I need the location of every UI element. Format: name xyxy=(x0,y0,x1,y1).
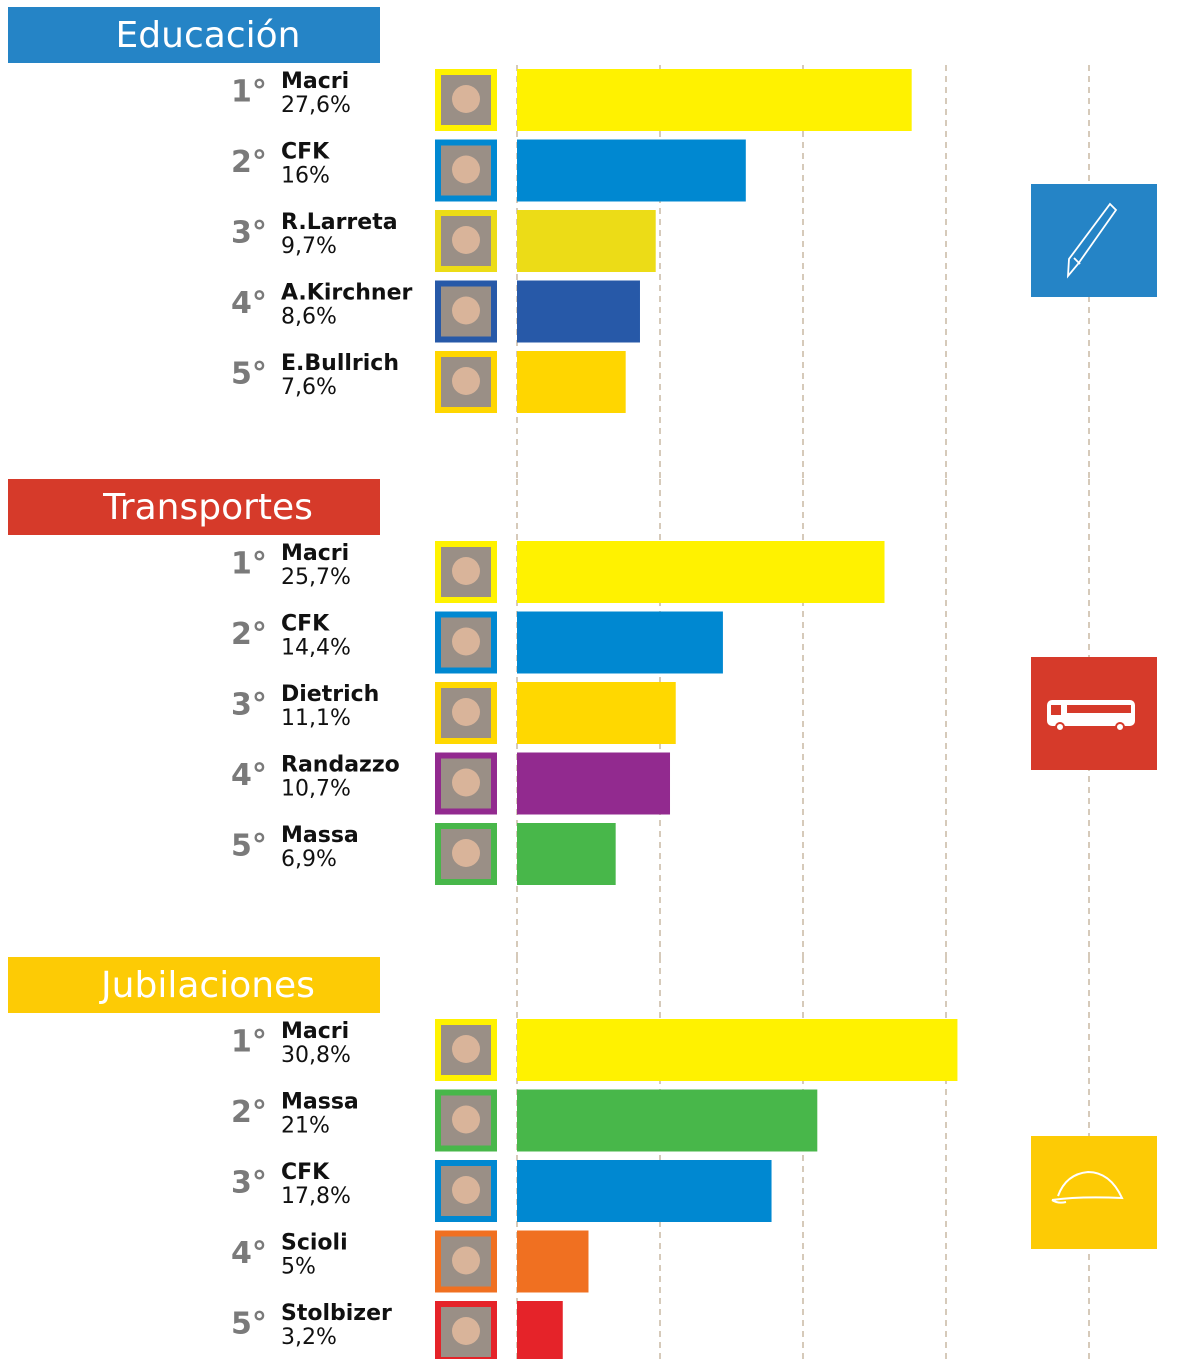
portrait-face xyxy=(452,1105,480,1134)
candidate-name: Macri xyxy=(281,541,349,566)
candidate-name: Dietrich xyxy=(281,682,379,707)
value-label: 9,7% xyxy=(281,234,337,259)
candidate-name: Macri xyxy=(281,69,349,94)
value-label: 3,2% xyxy=(281,1325,337,1350)
bar xyxy=(517,351,626,413)
value-label: 7,6% xyxy=(281,375,337,400)
candidate-name: Stolbizer xyxy=(281,1301,392,1326)
candidate-name: Scioli xyxy=(281,1231,348,1256)
value-label: 21% xyxy=(281,1114,330,1139)
portrait-face xyxy=(452,296,480,325)
portrait-face xyxy=(452,557,480,585)
bar xyxy=(517,1019,958,1081)
value-label: 6,9% xyxy=(281,847,337,872)
rank: 2° xyxy=(231,1095,267,1130)
portrait-face xyxy=(452,1176,480,1204)
bar xyxy=(517,682,676,744)
value-label: 11,1% xyxy=(281,706,351,731)
portrait-face xyxy=(452,1035,480,1063)
portrait-face xyxy=(452,85,480,113)
bar xyxy=(517,541,885,603)
candidate-name: Massa xyxy=(281,1090,359,1115)
bar xyxy=(517,139,746,202)
rank: 4° xyxy=(231,758,267,793)
rank: 4° xyxy=(231,1236,267,1271)
value-label: 8,6% xyxy=(281,305,337,330)
bar xyxy=(517,1230,589,1293)
bar xyxy=(517,1301,563,1359)
candidate-name: R.Larreta xyxy=(281,210,398,235)
candidate-name: Randazzo xyxy=(281,753,400,778)
candidate-name: CFK xyxy=(281,1160,330,1185)
section-header xyxy=(8,479,380,535)
pencil-icon xyxy=(1031,184,1157,297)
section-title: Educación xyxy=(116,15,301,56)
rank: 3° xyxy=(231,688,267,723)
rank: 5° xyxy=(231,357,267,392)
rank: 1° xyxy=(231,75,267,110)
bar xyxy=(517,823,616,885)
rank: 2° xyxy=(231,145,267,180)
bar xyxy=(517,611,723,674)
bus-icon xyxy=(1031,657,1157,770)
rank: 1° xyxy=(231,547,267,582)
value-label: 16% xyxy=(281,164,330,189)
bar xyxy=(517,210,656,272)
portrait-face xyxy=(452,768,480,797)
candidate-name: Massa xyxy=(281,823,359,848)
value-label: 10,7% xyxy=(281,777,351,802)
portrait-face xyxy=(452,155,480,184)
bar xyxy=(517,1089,818,1152)
candidate-name: A.Kirchner xyxy=(281,281,413,306)
value-label: 30,8% xyxy=(281,1043,351,1068)
portrait-face xyxy=(452,839,480,867)
portrait-face xyxy=(452,226,480,254)
section-header xyxy=(8,957,380,1013)
value-label: 25,7% xyxy=(281,565,351,590)
portrait-face xyxy=(452,627,480,656)
candidate-name: CFK xyxy=(281,612,330,637)
rank: 4° xyxy=(231,286,267,321)
hat-icon xyxy=(1031,1136,1157,1249)
portrait-face xyxy=(452,1246,480,1275)
rank: 3° xyxy=(231,1166,267,1201)
bar xyxy=(517,69,912,131)
candidate-name: CFK xyxy=(281,140,330,165)
value-label: 14,4% xyxy=(281,636,351,661)
candidate-name: Macri xyxy=(281,1019,349,1044)
rank: 3° xyxy=(231,216,267,251)
candidate-name: E.Bullrich xyxy=(281,351,399,376)
rank: 5° xyxy=(231,1307,267,1342)
value-label: 5% xyxy=(281,1255,316,1280)
bar xyxy=(517,280,640,343)
portrait-face xyxy=(452,367,480,395)
section-title: Jubilaciones xyxy=(99,965,315,1006)
rank: 1° xyxy=(231,1025,267,1060)
bar xyxy=(517,1160,772,1222)
portrait-face xyxy=(452,1317,480,1345)
section-header xyxy=(8,7,380,63)
portrait-face xyxy=(452,698,480,726)
bar xyxy=(517,752,671,815)
rank: 2° xyxy=(231,617,267,652)
value-label: 17,8% xyxy=(281,1184,351,1209)
value-label: 27,6% xyxy=(281,93,351,118)
rank: 5° xyxy=(231,829,267,864)
section-title: Transportes xyxy=(102,487,313,528)
